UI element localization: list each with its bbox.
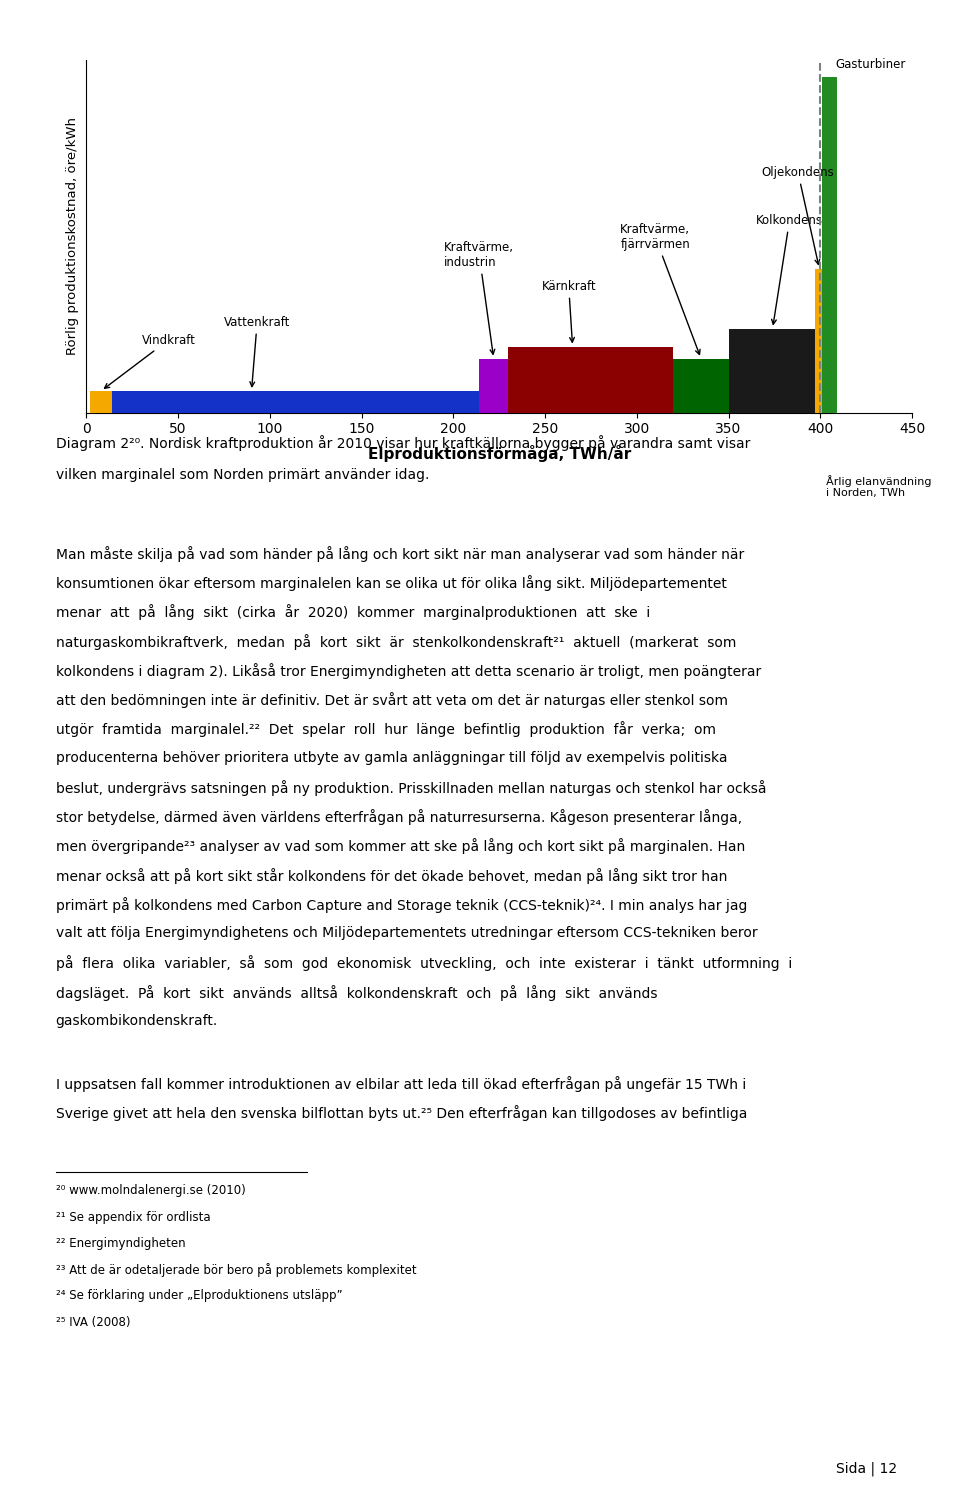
Text: gaskombikondenskraft.: gaskombikondenskraft. <box>56 1014 218 1028</box>
Text: kolkondens i diagram 2). Likåså tror Energimyndigheten att detta scenario är tro: kolkondens i diagram 2). Likåså tror Ene… <box>56 663 761 680</box>
Text: vilken marginalel som Norden primärt använder idag.: vilken marginalel som Norden primärt anv… <box>56 468 429 482</box>
Bar <box>112 392 479 412</box>
Text: producenterna behöver prioritera utbyte av gamla anläggningar till följd av exem: producenterna behöver prioritera utbyte … <box>56 752 727 765</box>
Text: Diagram 2²⁰. Nordisk kraftproduktion år 2010 visar hur kraftkällorna bygger på v: Diagram 2²⁰. Nordisk kraftproduktion år … <box>56 435 750 451</box>
Bar <box>674 358 729 413</box>
Text: ²⁵ IVA (2008): ²⁵ IVA (2008) <box>56 1316 131 1329</box>
Text: Kraftvärme,
industrin: Kraftvärme, industrin <box>444 240 515 354</box>
Text: ²⁴ Se förklaring under „Elproduktionens utsläpp”: ²⁴ Se förklaring under „Elproduktionens … <box>56 1290 343 1302</box>
Text: Gasturbiner: Gasturbiner <box>835 58 905 70</box>
Bar <box>479 358 509 413</box>
Text: på  flera  olika  variabler,  så  som  god  ekonomisk  utveckling,  och  inte  e: på flera olika variabler, så som god eko… <box>56 956 792 972</box>
Text: stor betydelse, därmed även världens efterfrågan på naturresurserna. Kågeson pre: stor betydelse, därmed även världens eft… <box>56 810 742 825</box>
Text: men övergripande²³ analyser av vad som kommer att ske på lång och kort sikt på m: men övergripande²³ analyser av vad som k… <box>56 839 745 855</box>
Text: ²³ Att de är odetaljerade bör bero på problemets komplexitet: ²³ Att de är odetaljerade bör bero på pr… <box>56 1263 417 1276</box>
Text: dagsläget.  På  kort  sikt  används  alltså  kolkondenskraft  och  på  lång  sik: dagsläget. På kort sikt används alltså k… <box>56 986 658 1000</box>
Text: Man måste skilja på vad som händer på lång och kort sikt när man analyserar vad : Man måste skilja på vad som händer på lå… <box>56 546 744 562</box>
Text: Kolkondens: Kolkondens <box>756 213 823 324</box>
Bar <box>822 76 837 413</box>
Bar <box>509 346 674 412</box>
Text: utgör  framtida  marginalel.²²  Det  spelar  roll  hur  länge  befintlig  produk: utgör framtida marginalel.²² Det spelar … <box>56 722 715 738</box>
Text: att den bedömningen inte är definitiv. Det är svårt att veta om det är naturgas : att den bedömningen inte är definitiv. D… <box>56 693 728 708</box>
Bar <box>90 392 112 412</box>
Text: primärt på kolkondens med Carbon Capture and Storage teknik (CCS-teknik)²⁴. I mi: primärt på kolkondens med Carbon Capture… <box>56 897 747 914</box>
Text: menar  att  på  lång  sikt  (cirka  år  2020)  kommer  marginalproduktionen  att: menar att på lång sikt (cirka år 2020) k… <box>56 604 650 621</box>
Text: beslut, undergrävs satsningen på ny produktion. Prisskillnaden mellan naturgas o: beslut, undergrävs satsningen på ny prod… <box>56 780 766 796</box>
Text: naturgaskombikraftverk,  medan  på  kort  sikt  är  stenkolkondenskraft²¹  aktue: naturgaskombikraftverk, medan på kort si… <box>56 634 736 650</box>
Text: Oljekondens: Oljekondens <box>761 165 834 264</box>
Text: valt att följa Energimyndighetens och Miljödepartementets utredningar eftersom C: valt att följa Energimyndighetens och Mi… <box>56 927 757 940</box>
Bar <box>815 268 824 413</box>
Y-axis label: Rörlig produktionskostnad, öre/kWh: Rörlig produktionskostnad, öre/kWh <box>66 117 80 356</box>
Text: ²¹ Se appendix för ordlista: ²¹ Se appendix för ordlista <box>56 1210 210 1224</box>
Text: Kärnkraft: Kärnkraft <box>541 279 596 342</box>
Text: Kraftvärme,
fjärrvärmen: Kraftvärme, fjärrvärmen <box>620 222 700 354</box>
Text: Vindkraft: Vindkraft <box>105 333 195 388</box>
X-axis label: Elproduktionsförmåga, TWh/år: Elproduktionsförmåga, TWh/år <box>368 444 631 462</box>
Text: menar också att på kort sikt står kolkondens för det ökade behovet, medan på lån: menar också att på kort sikt står kolkon… <box>56 868 727 883</box>
Text: ²² Energimyndigheten: ²² Energimyndigheten <box>56 1238 185 1250</box>
Text: I uppsatsen fall kommer introduktionen av elbilar att leda till ökad efterfrågan: I uppsatsen fall kommer introduktionen a… <box>56 1077 746 1092</box>
Text: Årlig elanvändning
i Norden, TWh: Årlig elanvändning i Norden, TWh <box>826 476 931 498</box>
Text: Sida | 12: Sida | 12 <box>836 1461 898 1476</box>
Bar <box>729 328 817 412</box>
Text: Vattenkraft: Vattenkraft <box>224 315 290 387</box>
Text: Sverige givet att hela den svenska bilflottan byts ut.²⁵ Den efterfrågan kan til: Sverige givet att hela den svenska bilfl… <box>56 1106 747 1122</box>
Text: ²⁰ www.molndalenergi.se (2010): ²⁰ www.molndalenergi.se (2010) <box>56 1185 246 1197</box>
Text: konsumtionen ökar eftersom marginalelen kan se olika ut för olika lång sikt. Mil: konsumtionen ökar eftersom marginalelen … <box>56 576 727 591</box>
